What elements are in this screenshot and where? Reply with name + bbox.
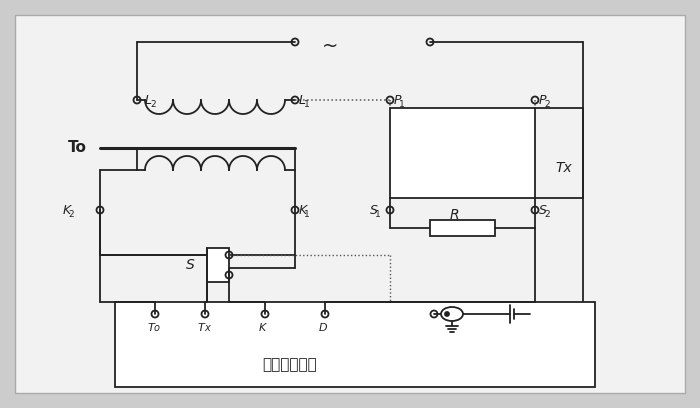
Text: 1: 1 [375,210,381,219]
Text: 2: 2 [544,100,550,109]
Text: S: S [186,258,195,272]
Text: 1: 1 [304,210,309,219]
Text: P: P [539,93,547,106]
Text: 2: 2 [544,210,550,219]
Text: R: R [450,208,460,222]
Bar [115,302,595,387]
Bar [430,220,495,236]
Text: 交流電位差計: 交流電位差計 [262,357,317,373]
Text: D: D [318,323,328,333]
Text: T: T [148,323,155,333]
Bar [207,248,229,282]
Text: T: T [198,323,204,333]
Text: L: L [299,93,306,106]
Text: K: K [63,204,71,217]
Text: K: K [258,323,265,333]
Text: To: To [68,140,87,155]
Text: x: x [204,323,210,333]
Text: 2: 2 [68,210,74,219]
Bar [390,108,535,198]
Text: L: L [145,93,152,106]
Text: o: o [154,323,160,333]
Text: K: K [299,204,307,217]
Text: S: S [539,204,547,217]
Circle shape [445,312,449,316]
Ellipse shape [441,307,463,321]
Text: 1: 1 [399,100,405,109]
Text: P: P [394,93,402,106]
Text: Tx: Tx [555,161,572,175]
Text: S: S [370,204,378,217]
Text: 2: 2 [150,100,155,109]
Text: ~: ~ [322,36,338,55]
Text: 1: 1 [304,100,309,109]
